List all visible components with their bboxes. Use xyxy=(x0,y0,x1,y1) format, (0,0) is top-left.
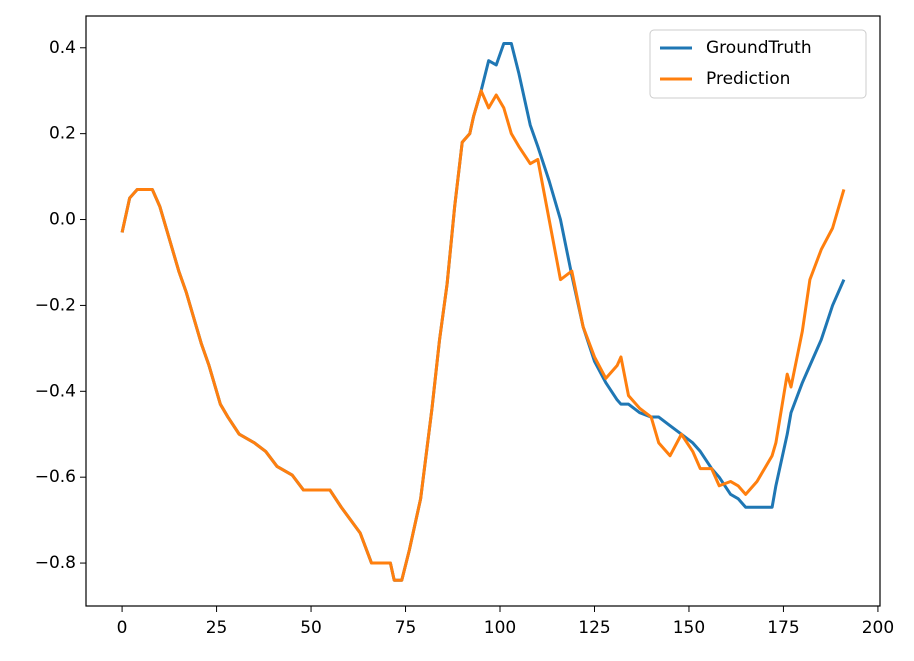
x-tick-label: 25 xyxy=(206,618,228,638)
legend-label: GroundTruth xyxy=(706,38,812,58)
legend-label: Prediction xyxy=(706,69,790,89)
legend-box xyxy=(649,29,867,99)
y-tick-label: 0.0 xyxy=(49,210,76,230)
series-line xyxy=(120,89,846,582)
x-tick-label: 175 xyxy=(767,618,799,638)
x-tick-label: 50 xyxy=(300,618,322,638)
x-tick-label: 150 xyxy=(673,618,705,638)
y-tick-label: −0.6 xyxy=(35,467,76,487)
series-line xyxy=(120,41,846,582)
x-tick-label: 200 xyxy=(862,618,894,638)
x-tick-label: 125 xyxy=(578,618,610,638)
y-tick-label: −0.2 xyxy=(35,295,76,315)
x-tick-label: 75 xyxy=(395,618,417,638)
y-tick-label: 0.2 xyxy=(49,124,76,144)
axes-frame xyxy=(85,15,881,607)
y-tick-label: 0.4 xyxy=(49,38,76,58)
legend: GroundTruth Prediction xyxy=(649,29,867,99)
x-tick-label: 100 xyxy=(484,618,516,638)
y-tick-label: −0.4 xyxy=(35,381,76,401)
y-tick-label: −0.8 xyxy=(35,553,76,573)
x-tick-label: 0 xyxy=(117,618,128,638)
